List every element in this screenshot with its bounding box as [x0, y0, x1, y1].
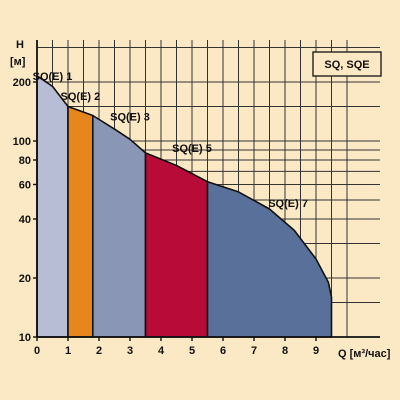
- y-axis-label: H: [16, 39, 24, 51]
- series-area-5: [206, 180, 333, 338]
- y-axis-unit: [м]: [10, 56, 26, 68]
- series-label-2: SQ(E) 2: [61, 91, 101, 103]
- x-tick-label: 8: [282, 345, 288, 357]
- series-areas: [36, 75, 333, 338]
- x-tick-label: 7: [251, 345, 257, 357]
- y-tick-label: 20: [19, 273, 31, 285]
- y-tick-label: 10: [19, 332, 31, 344]
- x-tick-label: 4: [158, 345, 165, 357]
- axes: 0 1 2 3 4 5 6 7 8 9 10 20 40 60 80 100 200: [13, 40, 380, 357]
- series-label-5: SQ(E) 7: [268, 198, 308, 210]
- series-labels: SQ(E) 1 SQ(E) 2 SQ(E) 3 SQ(E) 5 SQ(E) 7: [33, 71, 308, 210]
- x-tick-label: 0: [34, 345, 40, 357]
- x-tick-label: 5: [189, 345, 195, 357]
- y-tick-label: 200: [13, 77, 31, 89]
- y-tick-label: 100: [13, 136, 31, 148]
- y-tick-label: 80: [19, 155, 31, 167]
- y-tick-label: 60: [19, 179, 31, 191]
- x-tick-label: 9: [313, 345, 319, 357]
- series-label-3: SQ(E) 3: [110, 112, 150, 124]
- series-label-1: SQ(E) 1: [33, 71, 73, 83]
- title-badge: SQ, SQE: [312, 51, 382, 77]
- y-tick-label: 40: [19, 214, 31, 226]
- series-area-3: [92, 114, 147, 338]
- x-tick-label: 6: [220, 345, 226, 357]
- series-label-4: SQ(E) 5: [172, 143, 212, 155]
- series-area-1: [36, 75, 69, 338]
- series-area-2: [67, 105, 94, 338]
- x-tick-label: 3: [127, 345, 133, 357]
- chart-title: SQ, SQE: [324, 59, 369, 71]
- title-badge-box: [312, 51, 382, 77]
- x-tick-label: 2: [96, 345, 102, 357]
- x-tick-label: 1: [65, 345, 71, 357]
- series-area-4: [144, 152, 209, 338]
- x-axis-label: Q [м³/час]: [338, 348, 391, 360]
